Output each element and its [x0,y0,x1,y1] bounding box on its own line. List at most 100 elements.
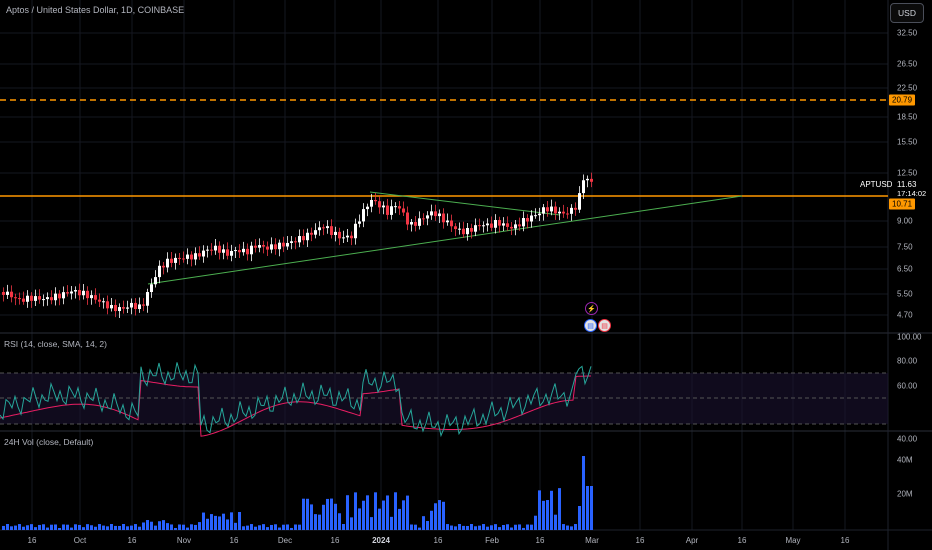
volume-bar [242,526,245,530]
volume-bar [430,510,433,530]
volume-bar [74,524,77,530]
volume-bar [46,527,49,530]
volume-bar [62,524,65,530]
candle-body [346,235,349,238]
volume-bar [554,514,557,530]
time-tick: 16 [635,536,645,545]
volume-bar [322,504,325,530]
volume-bar [254,526,257,530]
candle-body [98,299,101,302]
candle-body [290,241,293,243]
candle-body [578,193,581,210]
candle-body [86,290,89,299]
time-tick: 16 [737,536,747,545]
candle-body [26,295,29,302]
volume-bar [362,500,365,530]
us-flag-event-icon[interactable]: ▤ [584,319,597,332]
candle-body [278,242,281,250]
candle-body [318,227,321,231]
candle-body [254,245,257,248]
candle-body [478,225,481,227]
rsi-tick: 100.00 [897,332,922,342]
time-tick: Nov [176,536,192,545]
currency-button[interactable]: USD [890,3,924,23]
volume-bar [514,524,517,530]
time-tick: 16 [330,536,340,545]
symbol-title[interactable]: Aptos / United States Dollar, 1D, COINBA… [6,5,185,15]
volume-bar [14,525,17,530]
candle-body [230,250,233,256]
candle-body [454,226,457,230]
volume-bar [206,518,209,530]
candle-body [458,228,461,230]
candle-body [182,258,185,260]
volume-bar [498,527,501,530]
candle-body [262,245,265,247]
volume-bar [442,501,445,530]
volume-bar [54,524,57,530]
candle-body [218,245,221,253]
price-tick: 6.50 [897,264,913,274]
volume-bar [102,525,105,530]
volume-bar [326,498,329,530]
candle-body [106,301,109,309]
candle-body [158,265,161,278]
volume-bar [494,524,497,530]
candle-body [46,297,49,300]
candle-body [162,265,165,268]
candle-body [6,291,9,295]
candle-body [138,304,141,310]
volume-bar [230,512,233,530]
volume-bar [478,525,481,530]
volume-bar [18,524,21,530]
candle-body [338,231,341,239]
volume-legend[interactable]: 24H Vol (close, Default) [4,437,94,447]
volume-bar [418,527,421,530]
candle-body [510,226,513,229]
volume-bar [406,495,409,530]
volume-bar [198,522,201,530]
volume-bar [86,524,89,530]
volume-bar [506,524,509,530]
volume-bar [26,525,29,530]
volume-bar [158,521,161,530]
candle-body [122,307,125,309]
volume-bar [422,516,425,530]
rsi-legend[interactable]: RSI (14, close, SMA, 14, 2) [4,339,107,349]
time-tick: Mar [585,536,599,545]
candle-body [398,206,401,209]
candle-body [590,178,593,182]
rsi-tick: 80.00 [897,356,918,366]
time-tick: Oct [73,536,87,545]
candle-body [334,231,337,235]
candle-body [374,199,377,202]
candle-body [282,242,285,247]
volume-bar [286,524,289,530]
candle-body [418,218,421,226]
volume-bar [238,512,241,530]
price-tick: 22.50 [897,83,918,93]
volume-bar [202,512,205,530]
volume-bar [450,525,453,530]
candle-body [414,222,417,226]
volume-bar [562,524,565,530]
time-tick: 16 [229,536,239,545]
volume-bar [306,498,309,530]
candle-body [258,245,261,248]
time-tick: May [785,536,801,545]
candle-body [542,207,545,214]
volume-bar [250,524,253,530]
volume-bar [570,526,573,530]
candle-body [274,244,277,250]
volume-bar [146,520,149,530]
lightning-event-icon[interactable]: ⚡ [585,302,598,315]
candle-body [134,302,137,310]
bar-countdown: 17:14:02 [897,189,927,198]
volume-bar [550,490,553,530]
candle-body [538,213,541,216]
candle-body [74,290,77,292]
us-flag-event-icon[interactable]: ▤ [598,319,611,332]
volume-bar [106,526,109,530]
volume-bar [150,521,153,530]
